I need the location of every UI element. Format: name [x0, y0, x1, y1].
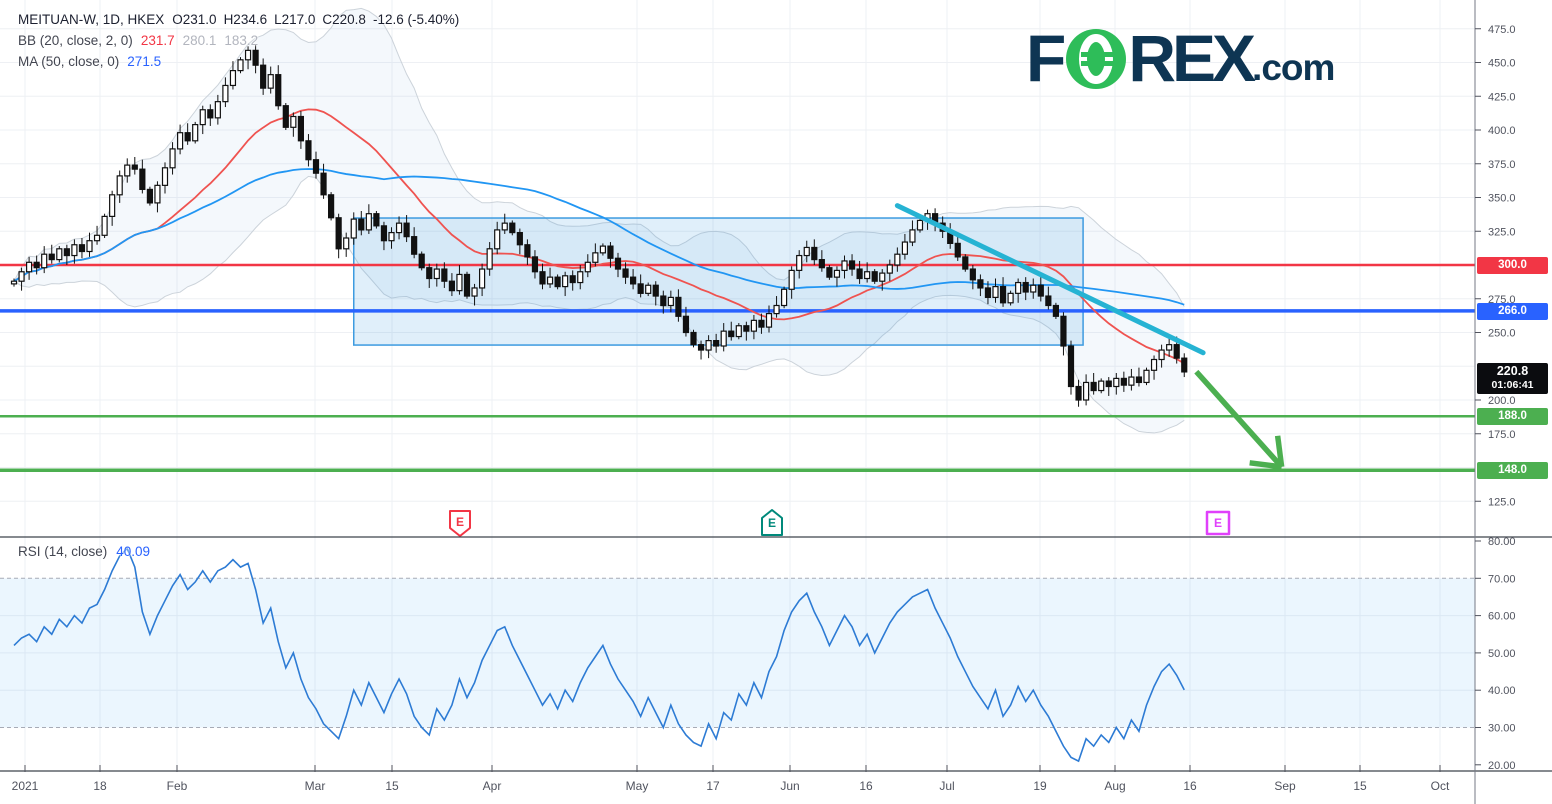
last-price-label: 220.8 01:06:41: [1477, 363, 1548, 394]
rsi-tick-label: 50.00: [1488, 648, 1516, 660]
last-price-countdown: 01:06:41: [1491, 379, 1534, 391]
rsi-tick-label: 80.00: [1488, 536, 1516, 548]
downtrend-trendline[interactable]: [894, 203, 1206, 356]
time-tick-label: 17: [706, 779, 720, 793]
rsi-indicator-label: RSI (14, close): [18, 544, 108, 559]
ma-indicator-row[interactable]: MA (50, close, 0) 271.5: [18, 51, 459, 72]
price-tick-label: 350.0: [1488, 193, 1516, 205]
forex-logo-f: F: [1026, 21, 1066, 95]
svg-text:E: E: [768, 516, 776, 530]
rsi-tick-label: 70.00: [1488, 573, 1516, 585]
price-tick-label: 200.0: [1488, 395, 1516, 407]
forex-logo-rex: REX: [1128, 21, 1256, 95]
time-tick-label: Feb: [167, 779, 188, 793]
close-value: C220.8: [322, 12, 366, 27]
rsi-band: [0, 578, 1475, 728]
time-tick-label: 19: [1033, 779, 1047, 793]
rsi-tick-label: 30.00: [1488, 723, 1516, 735]
ma50-line: [13, 168, 1185, 306]
earnings-icon: [449, 510, 471, 537]
svg-text:E: E: [456, 515, 464, 529]
rsi-line: [13, 547, 1185, 763]
price-tick-label: 250.0: [1488, 328, 1516, 340]
bb-lower-value: 183.2: [224, 33, 259, 48]
price-tick-label: 475.0: [1488, 24, 1516, 36]
bb-lower-line: [13, 175, 1185, 434]
time-tick-label: 18: [93, 779, 107, 793]
ohlc-values: O231.0 H234.6 L217.0 C220.8 -12.6 (-5.40…: [172, 12, 459, 27]
bb-upper-value: 280.1: [182, 33, 217, 48]
earnings-marker-1[interactable]: E: [761, 509, 783, 536]
zone-rectangle[interactable]: [353, 217, 1084, 346]
time-tick-label: Apr: [483, 779, 502, 793]
time-tick-label: 16: [859, 779, 873, 793]
time-tick-label: 2021: [12, 779, 39, 793]
price-tick-label: 450.0: [1488, 58, 1516, 70]
open-value: O231.0: [172, 12, 217, 27]
time-tick-label: Oct: [1431, 779, 1450, 793]
high-value: H234.6: [223, 12, 268, 27]
time-tick-label: May: [626, 779, 649, 793]
ma-value: 271.5: [127, 54, 162, 69]
forex-logo: F REX .com: [1026, 20, 1335, 96]
price-tick-label: 275.0: [1488, 294, 1516, 306]
bb-indicator-row[interactable]: BB (20, close, 2, 0) 231.7 280.1 183.2: [18, 30, 459, 51]
time-tick-label: 15: [385, 779, 399, 793]
bb-basis-line: [13, 108, 1185, 365]
price-levels[interactable]: [0, 263, 1475, 472]
bb-indicator-label: BB (20, close, 2, 0): [18, 33, 133, 48]
forex-logo-com: .com: [1252, 47, 1335, 88]
rsi-tick-label: 20.00: [1488, 760, 1516, 772]
candles: [10, 44, 1188, 407]
price-tick-label: 425.0: [1488, 91, 1516, 103]
time-tick-label: 15: [1353, 779, 1367, 793]
price-tick-label: 400.0: [1488, 125, 1516, 137]
ma-indicator-label: MA (50, close, 0): [18, 54, 120, 69]
rsi-tick-label: 40.00: [1488, 685, 1516, 697]
forex-logo-o-icon: [1066, 29, 1127, 89]
price-level-label-148[interactable]: 148.0: [1477, 462, 1548, 479]
time-tick-label: Jun: [780, 779, 799, 793]
symbol-title: MEITUAN-W, 1D, HKEX: [18, 12, 165, 27]
earnings-icon: [761, 509, 783, 536]
price-level-label-300[interactable]: 300.0: [1477, 257, 1548, 274]
bb-upper-line: [13, 7, 1185, 307]
earnings-icon: [1205, 510, 1231, 536]
earnings-marker-0[interactable]: E: [449, 510, 471, 537]
last-price-value: 220.8: [1496, 364, 1529, 378]
low-value: L217.0: [274, 12, 316, 27]
bollinger-band: [13, 7, 1185, 434]
time-tick-label: Jul: [939, 779, 954, 793]
time-tick-label: Mar: [305, 779, 326, 793]
rsi-tick-label: 60.00: [1488, 611, 1516, 623]
earnings-marker-2[interactable]: E: [1205, 510, 1231, 536]
change-value: -12.6 (-5.40%): [372, 12, 460, 27]
time-tick-label: Sep: [1274, 779, 1296, 793]
time-tick-label: 16: [1183, 779, 1197, 793]
price-level-label-188[interactable]: 188.0: [1477, 408, 1548, 425]
rsi-panel: [0, 547, 1475, 763]
down-arrow[interactable]: [1194, 369, 1285, 470]
price-level-label-266[interactable]: 266.0: [1477, 303, 1548, 320]
price-tick-label: 375.0: [1488, 159, 1516, 171]
symbol-row[interactable]: MEITUAN-W, 1D, HKEX O231.0 H234.6 L217.0…: [18, 9, 459, 30]
price-tick-label: 175.0: [1488, 429, 1516, 441]
price-tick-label: 325.0: [1488, 226, 1516, 238]
time-tick-label: Aug: [1104, 779, 1125, 793]
rsi-indicator-row[interactable]: RSI (14, close) 40.09: [18, 544, 150, 559]
rsi-value: 40.09: [116, 544, 151, 559]
price-tick-label: 125.0: [1488, 496, 1516, 508]
bb-basis-value: 231.7: [140, 33, 175, 48]
symbol-legend: MEITUAN-W, 1D, HKEX O231.0 H234.6 L217.0…: [18, 9, 459, 72]
svg-text:E: E: [1214, 516, 1222, 530]
